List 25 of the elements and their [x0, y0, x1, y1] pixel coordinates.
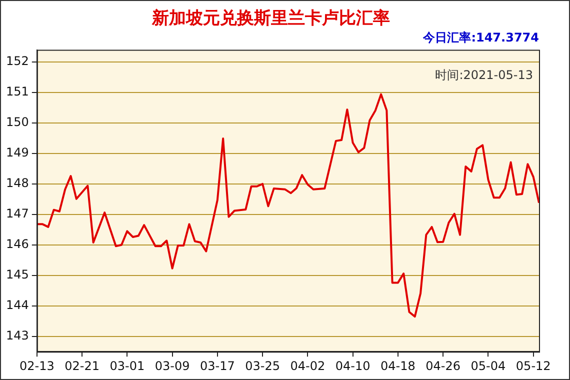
- y-tick-label: 144: [6, 298, 29, 312]
- y-tick-label: 151: [6, 84, 29, 99]
- x-tick-label: 02-21: [64, 358, 100, 373]
- x-tick-label: 03-17: [200, 358, 235, 373]
- x-tick-label: 03-09: [154, 358, 190, 373]
- y-tick-label: 145: [6, 268, 29, 282]
- y-tick-label: 150: [6, 115, 29, 130]
- x-tick-label: 05-04: [470, 358, 506, 373]
- x-tick-label: 05-12: [516, 358, 551, 373]
- y-tick-label: 143: [6, 328, 29, 342]
- chart-subtitle: 今日汇率:147.3774: [422, 30, 539, 45]
- x-tick-label: 02-13: [19, 358, 54, 373]
- y-tick-label: 152: [6, 54, 29, 68]
- x-tick-label: 04-02: [290, 358, 326, 373]
- x-tick-label: 03-25: [245, 358, 280, 373]
- x-tick-label: 04-26: [426, 358, 461, 373]
- chart-title: 新加坡元兑换斯里兰卡卢比汇率: [151, 8, 390, 29]
- x-tick-label: 04-18: [380, 358, 416, 373]
- y-tick-label: 148: [6, 176, 29, 190]
- annotation: 时间:2021-05-13: [435, 68, 533, 82]
- y-tick-label: 147: [6, 206, 29, 221]
- x-tick-label: 03-01: [110, 358, 145, 373]
- y-tick-label: 146: [6, 237, 29, 252]
- y-tick-label: 149: [6, 146, 29, 160]
- x-tick-label: 04-10: [335, 358, 370, 373]
